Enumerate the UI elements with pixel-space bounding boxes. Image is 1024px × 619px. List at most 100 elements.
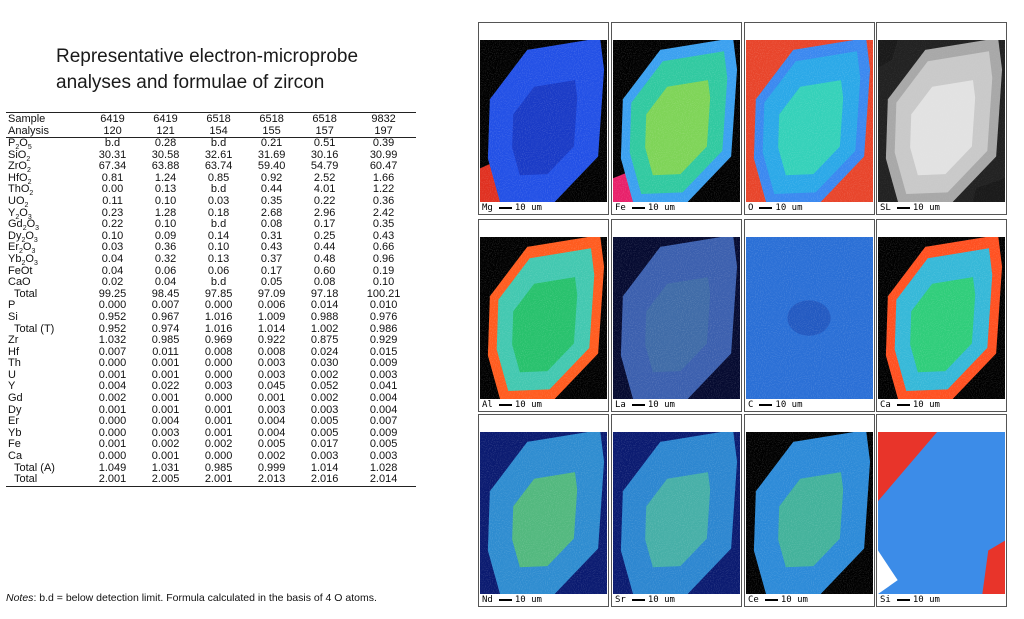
table-cell: 0.36: [154, 241, 177, 254]
row-label: SiO2: [8, 148, 31, 163]
map-caption: Ca 10 um: [880, 399, 940, 411]
table-cell: 0.004: [257, 415, 286, 428]
map-caption: Sr 10 um: [615, 594, 675, 606]
element-map-nd: Nd 10 um: [478, 414, 609, 607]
row-label: ThO2: [8, 183, 34, 198]
table-cell: 0.001: [98, 368, 127, 381]
table-cell: 0.015: [369, 345, 398, 358]
table-cell: 0.004: [98, 380, 127, 393]
table-cell: 0.10: [154, 194, 177, 207]
table-cell: 0.001: [257, 392, 286, 405]
table-cell: 0.002: [151, 438, 180, 451]
table-cell: 0.10: [101, 229, 124, 242]
scale-label: 10 um: [514, 595, 542, 605]
table-cell: 0.44: [260, 183, 283, 196]
table-cell: 0.017: [310, 438, 339, 451]
table-row: Er 0.000 0.004 0.001 0.004 0.005 0.007: [6, 416, 416, 428]
table-cell: 30.31: [98, 148, 127, 161]
element-map-image: [878, 237, 1005, 399]
map-caption: C 10 um: [748, 399, 803, 411]
map-caption: Al 10 um: [482, 399, 542, 411]
table-cell: 0.005: [310, 415, 339, 428]
table-cell: 0.04: [101, 252, 124, 265]
map-caption: Si 10 um: [880, 594, 940, 606]
scale-label: 10 um: [912, 400, 940, 410]
row-label: Yb2O3: [8, 252, 38, 268]
table-cell: 0.66: [372, 241, 395, 254]
table-cell: 0.001: [98, 403, 127, 416]
table-cell: 1.016: [204, 310, 233, 323]
table-cell: 0.001: [151, 403, 180, 416]
table-row: Zr 1.032 0.985 0.969 0.922 0.875 0.929: [6, 334, 416, 347]
element-map-image: [480, 237, 607, 399]
table-cell: 0.008: [257, 345, 286, 358]
element-map-ca: Ca 10 um: [876, 219, 1007, 412]
table-cell: 0.001: [204, 415, 233, 428]
table-cell: 98.45: [151, 287, 180, 300]
table-row: Total 2.001 2.005 2.001 2.013 2.016 2.014: [6, 473, 416, 487]
table-row: Analysis 120 121 154 155 157 197: [6, 125, 416, 138]
table-cell: 0.001: [151, 368, 180, 381]
table-cell: 157: [298, 125, 352, 138]
table-cell: b.d: [210, 218, 227, 231]
table-cell: 1.032: [98, 334, 127, 347]
table-cell: 2.016: [298, 473, 352, 487]
table-cell: 0.96: [372, 252, 395, 265]
table-cell: 0.002: [257, 450, 286, 463]
table-row: Th 0.000 0.001 0.000 0.003 0.030 0.009: [6, 358, 416, 370]
table-cell: 0.43: [372, 229, 395, 242]
table-cell: 60.47: [369, 160, 398, 173]
table-cell: 0.85: [207, 171, 230, 184]
table-cell: 0.17: [313, 218, 336, 231]
table-cell: 120: [86, 125, 140, 138]
table-cell: 0.002: [204, 438, 233, 451]
table-row: P2O5 b.d 0.28 b.d 0.21 0.51 0.39: [6, 137, 416, 151]
table-row: Ca 0.000 0.001 0.000 0.002 0.003 0.003: [6, 450, 416, 463]
table-row: U 0.001 0.001 0.000 0.003 0.002 0.003: [6, 368, 416, 382]
table-cell: 0.952: [98, 322, 127, 335]
table-cell: 0.045: [257, 380, 286, 393]
table-cell: b.d: [210, 183, 227, 196]
table-cell: 0.60: [313, 264, 336, 277]
table-cell: 0.002: [310, 392, 339, 405]
element-map-sr: Sr 10 um: [611, 414, 742, 607]
row-label: Hf: [8, 345, 19, 358]
scale-label: 10 um: [775, 203, 803, 213]
table-cell: 0.005: [257, 438, 286, 451]
table-cell: 0.000: [204, 450, 233, 463]
table-cell: 0.06: [207, 264, 230, 277]
map-element-label: SL: [880, 203, 891, 213]
row-label: Sample: [6, 112, 86, 125]
map-element-label: Nd: [482, 595, 493, 605]
table-cell: 197: [351, 125, 416, 138]
table-cell: 0.003: [204, 380, 233, 393]
table-cell: 63.74: [204, 160, 233, 173]
table-cell: 0.08: [313, 276, 336, 289]
scale-label: 10 um: [912, 595, 940, 605]
table-row: SiO2 30.31 30.58 32.61 31.69 30.16 30.99: [6, 148, 416, 163]
table-cell: 1.22: [372, 183, 395, 196]
table-cell: 67.34: [98, 160, 127, 173]
table-cell: 155: [245, 125, 299, 138]
table-cell: 1.014: [257, 322, 286, 335]
table-cell: 0.007: [98, 345, 127, 358]
table-cell: 2.52: [313, 171, 336, 184]
table-cell: 1.009: [257, 310, 286, 323]
row-label: Zr: [8, 334, 19, 347]
table-cell: 0.004: [257, 426, 286, 439]
map-element-label: La: [615, 400, 626, 410]
table-cell: 97.09: [257, 287, 286, 300]
table-row: Yb 0.000 0.003 0.001 0.004 0.005 0.009: [6, 426, 416, 440]
table-cell: 0.041: [369, 380, 398, 393]
table-cell: 0.11: [102, 194, 123, 207]
element-map-image: [613, 432, 740, 594]
row-label: Ca: [8, 450, 23, 463]
scale-bar: [631, 403, 645, 406]
table-cell: 0.988: [310, 310, 339, 323]
table-cell: b.d: [210, 137, 227, 149]
table-cell: 0.000: [98, 357, 127, 370]
table-cell: 0.10: [207, 241, 230, 254]
scale-bar: [759, 403, 773, 406]
scale-bar: [764, 598, 778, 601]
table-cell: 0.000: [204, 368, 233, 381]
